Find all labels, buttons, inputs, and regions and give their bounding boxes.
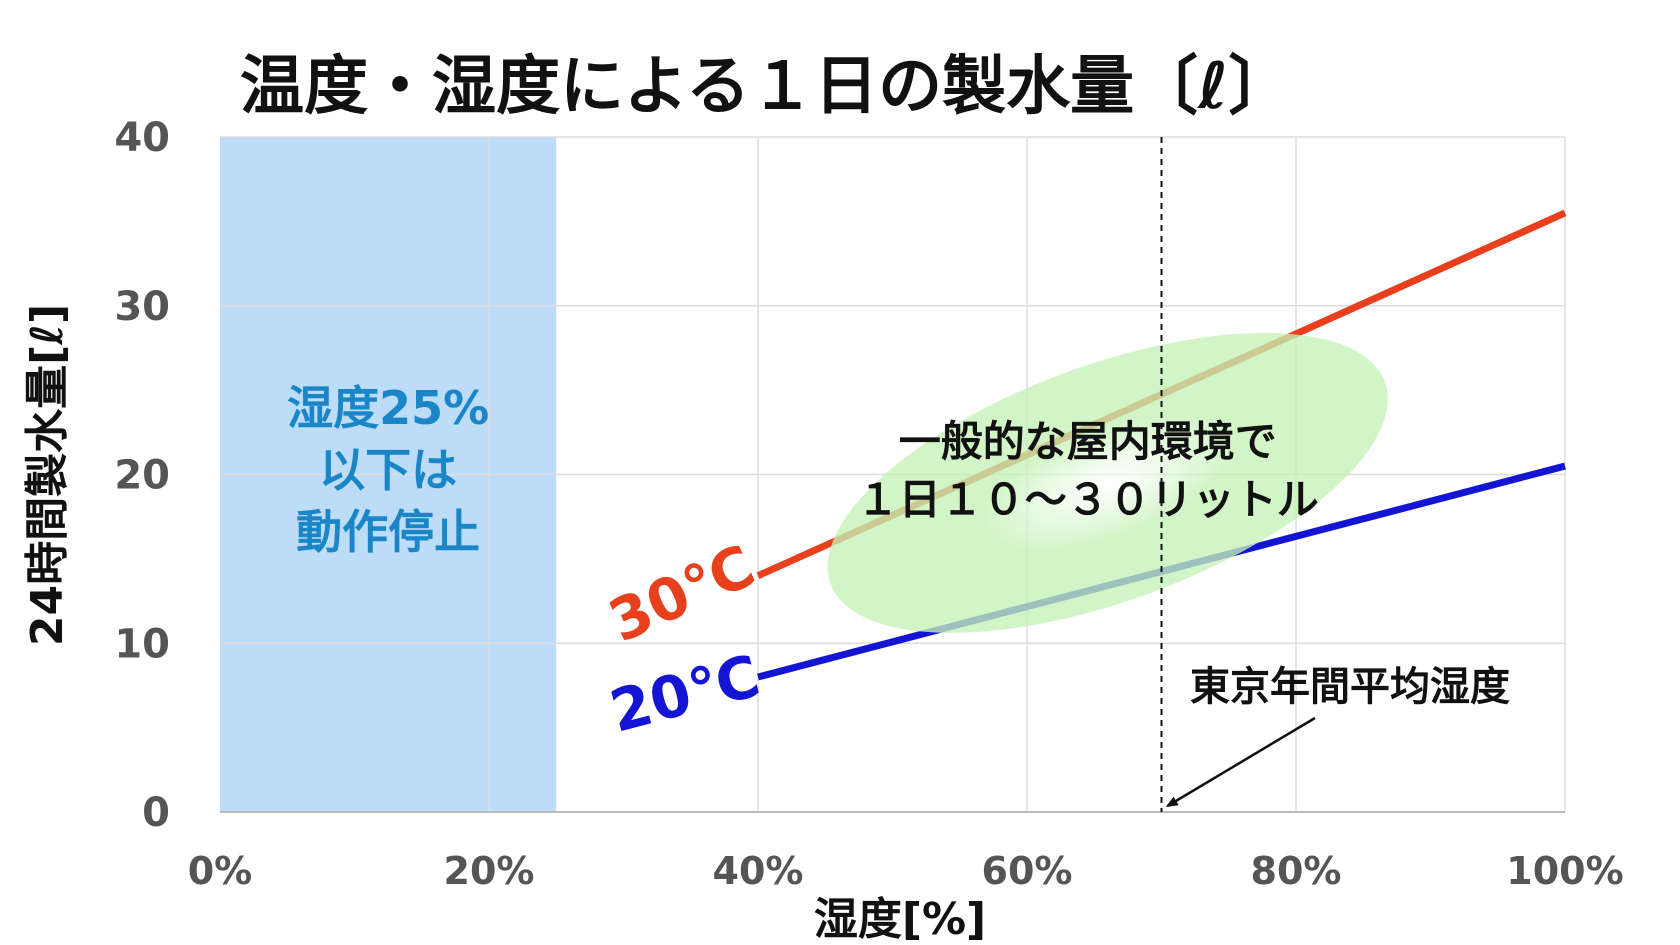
typical-region-text: 一般的な屋内環境で	[899, 417, 1277, 466]
x-tick-label: 0%	[188, 849, 253, 893]
typical-region-text: １日１０～３０リットル	[857, 475, 1319, 524]
series-label-0: 30℃	[599, 532, 765, 656]
y-axis-label: 24時間製水量[ℓ]	[22, 304, 73, 646]
y-tick-label: 20	[114, 453, 170, 499]
reference-line-label: 東京年間平均湿度	[1190, 664, 1510, 710]
chart-title: 温度・湿度による１日の製水量〔ℓ〕	[240, 50, 1292, 124]
x-axis-label: 湿度[%]	[814, 894, 986, 945]
reference-arrow	[1165, 716, 1316, 808]
y-tick-label: 10	[114, 621, 170, 667]
y-tick-label: 40	[114, 115, 170, 161]
y-tick-label: 30	[114, 284, 170, 330]
typical-region-ellipse	[827, 333, 1388, 633]
x-tick-label: 40%	[713, 849, 804, 893]
shaded-region-text: 動作停止	[296, 505, 480, 559]
shaded-region-text: 以下は	[319, 443, 457, 497]
y-tick-label: 0	[142, 790, 170, 836]
x-tick-label: 100%	[1506, 849, 1623, 893]
x-tick-label: 60%	[982, 849, 1073, 893]
x-tick-label: 20%	[444, 849, 535, 893]
shaded-region-text: 湿度25%	[287, 381, 489, 435]
x-tick-label: 80%	[1251, 849, 1342, 893]
series-label-1: 20℃	[603, 642, 766, 746]
